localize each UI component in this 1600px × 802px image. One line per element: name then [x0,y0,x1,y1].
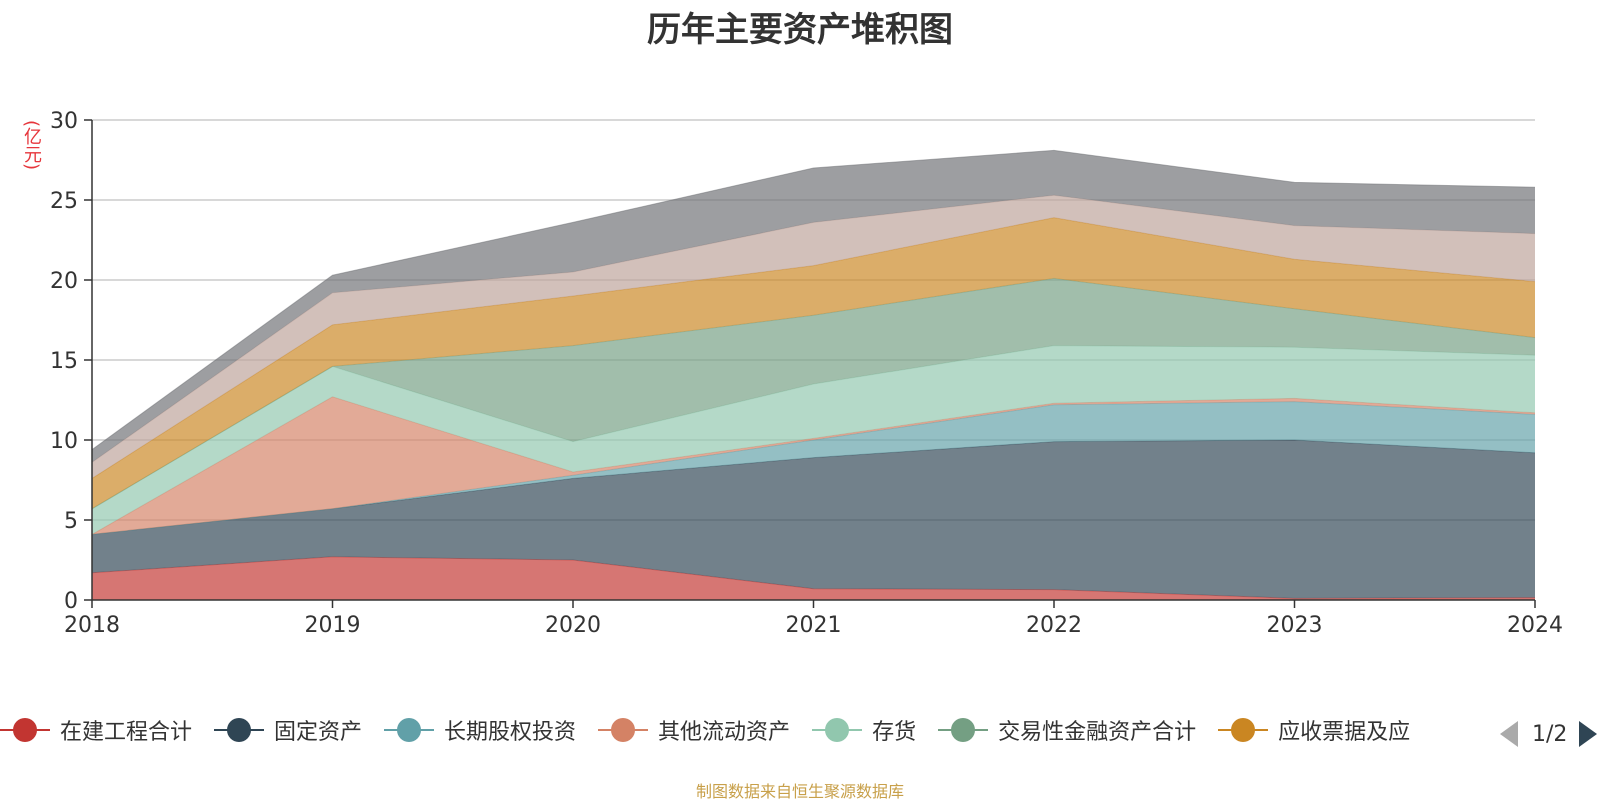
y-tick-label: 5 [64,509,78,534]
area-series-6[interactable] [92,278,1535,509]
legend-label: 其他流动资产 [658,720,791,745]
legend-item[interactable]: 长期股权投资 [384,714,576,746]
y-axis-unit: (亿元) [21,120,42,171]
legend-label: 在建工程合计 [60,720,193,745]
x-tick-label: 2022 [1026,613,1082,638]
legend-item[interactable]: 存货 [812,714,916,746]
y-tick-label: 25 [50,189,78,214]
legend-label: 交易性金融资产合计 [998,720,1197,745]
legend-pager: 1/2 [1500,716,1600,752]
area-series-7[interactable] [92,217,1535,509]
y-tick-label: 20 [50,269,78,294]
legend-marker-icon [938,718,989,742]
legend-item[interactable]: 在建工程合计 [0,714,192,746]
legend-label: 长期股权投资 [444,720,577,745]
legend-marker-icon [214,718,265,742]
legend-marker-icon [1218,718,1269,742]
axes: 0 5 10 15 20 25 30 2018 2019 2020 2021 2022 2023 2024 [50,109,1563,638]
area-edge-9 [91,149,1536,451]
legend-label: 固定资产 [274,720,363,745]
legend-next-arrow-icon[interactable] [1579,721,1598,747]
legend-item[interactable]: 交易性金融资产合计 [938,714,1196,746]
legend-item[interactable]: 固定资产 [214,714,362,746]
legend-marker-icon [812,718,863,742]
legend-item[interactable]: 应收票据及应 [1218,714,1410,746]
x-tick-label: 2019 [305,613,361,638]
data-source-note: 制图数据来自恒生聚源数据库 [695,782,904,801]
legend-page-indicator: 1/2 [1532,721,1568,747]
y-tick-label: 30 [50,109,78,134]
legend-marker-icon [0,718,50,742]
area-series-5[interactable] [92,345,1535,535]
y-tick-label: 10 [50,429,78,454]
y-tick-label: 0 [64,589,78,614]
area-series-8[interactable] [92,195,1535,479]
x-tick-label: 2021 [786,613,842,638]
legend-label: 存货 [872,720,917,745]
legend-label: 应收票据及应 [1278,720,1411,745]
x-tick-label: 2024 [1507,613,1563,638]
x-tick-label: 2018 [64,613,120,638]
y-tick-label: 15 [50,349,78,374]
legend-prev-arrow-icon[interactable] [1500,721,1518,747]
area-series [91,149,1536,600]
x-tick-label: 2020 [545,613,601,638]
stacked-area-chart: 0 5 10 15 20 25 30 2018 2019 2020 2021 2022 2023 2024 [50,109,1563,638]
chart-title: 历年主要资产堆积图 [647,10,953,50]
area-series-1[interactable] [92,556,1535,600]
area-series-3[interactable] [92,401,1535,535]
area-series-4[interactable] [92,396,1535,535]
legend-item[interactable]: 其他流动资产 [598,714,790,746]
x-tick-label: 2023 [1267,613,1323,638]
area-series-9[interactable] [92,150,1535,463]
area-series-2[interactable] [92,440,1535,599]
legend: 在建工程合计 固定资产 长期股权投资 其他流动资产 存货 交易性金融资产合计 应收票据及应 [0,712,1480,748]
legend-marker-icon [598,718,649,742]
legend-marker-icon [384,718,435,742]
